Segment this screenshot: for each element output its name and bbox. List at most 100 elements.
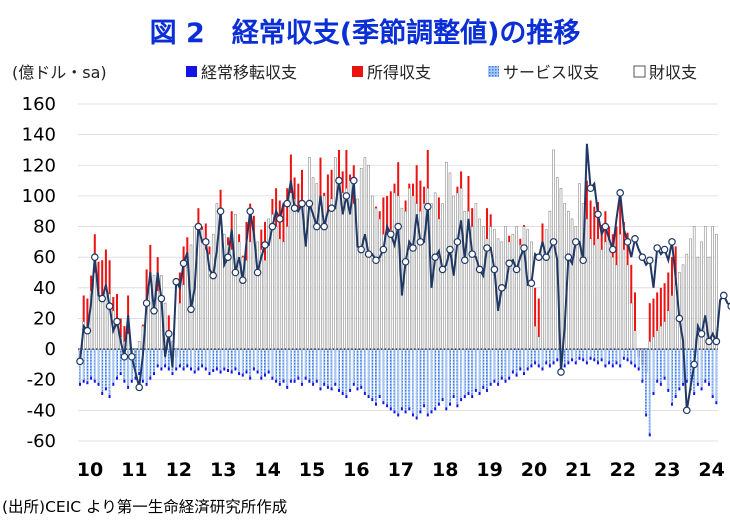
income-balance-bar [260, 229, 263, 250]
transfer-balance-bar [171, 372, 174, 376]
transfer-balance-bar [526, 367, 529, 371]
services-balance-bar [508, 349, 511, 377]
services-balance-bar [315, 349, 318, 380]
transfer-balance-bar [408, 407, 411, 411]
services-balance-bar [667, 349, 670, 389]
income-balance-bar [282, 203, 285, 242]
services-balance-bar [345, 349, 348, 396]
current-account-point [113, 317, 121, 326]
transfer-balance-bar [522, 372, 525, 376]
services-balance-bar [582, 349, 585, 359]
current-account-point [135, 383, 143, 392]
transfer-balance-bar [423, 404, 426, 408]
income-balance-bar [389, 191, 392, 230]
transfer-balance-bar [519, 367, 522, 371]
goods-balance-bar [652, 336, 655, 350]
services-balance-bar [267, 349, 270, 371]
transfer-balance-bar [567, 361, 570, 365]
services-balance-bar [497, 349, 500, 383]
services-balance-bar [633, 349, 636, 365]
current-account-point [357, 245, 365, 254]
transfer-balance-bar [123, 379, 126, 383]
services-balance-bar [522, 349, 525, 373]
goods-balance-bar [692, 226, 696, 350]
y-tick-label: 100 [22, 186, 56, 207]
transfer-balance-bar [482, 385, 485, 389]
current-account-point [142, 299, 151, 307]
services-balance-bar [600, 349, 603, 359]
current-account-point [364, 250, 373, 258]
x-tick-label: 11 [121, 459, 147, 481]
current-account-point [298, 199, 306, 208]
transfer-balance-bar [378, 395, 381, 399]
goods-balance-bar [248, 241, 252, 350]
x-tick-label: 12 [166, 459, 192, 481]
income-balance-bar [112, 297, 115, 311]
transfer-balance-bar [434, 407, 437, 411]
transfer-balance-bar [437, 402, 440, 406]
current-account-point [216, 207, 225, 216]
transfer-balance-bar [656, 379, 659, 383]
current-account-point [660, 245, 669, 254]
services-balance-bar [256, 349, 259, 371]
transfer-balance-bar [530, 364, 533, 368]
services-balance-bar [130, 349, 133, 380]
income-balance-bar [93, 234, 96, 273]
services-balance-bar [308, 349, 311, 380]
services-balance-bar [371, 349, 374, 399]
income-balance-bar [286, 188, 289, 227]
services-balance-bar [489, 349, 492, 383]
services-balance-bar [608, 349, 611, 362]
goods-balance-bar [474, 203, 478, 350]
goods-balance-bar [563, 203, 566, 350]
services-balance-bar [349, 349, 352, 389]
transfer-balance-bar [164, 364, 167, 368]
current-account-point [201, 238, 210, 246]
goods-balance-bar [629, 302, 633, 350]
income-balance-bar [97, 261, 100, 293]
transfer-balance-bar [293, 379, 296, 383]
transfer-balance-bar [382, 401, 385, 405]
current-account-point [446, 245, 454, 254]
services-balance-bar [223, 349, 226, 368]
current-account-point [342, 192, 351, 200]
current-account-point [164, 329, 173, 338]
transfer-balance-bar [633, 364, 636, 368]
income-balance-bar [600, 225, 603, 250]
current-account-point [527, 279, 536, 288]
goods-balance-bar [648, 341, 652, 350]
transfer-balance-bar [201, 364, 204, 368]
transfer-balance-bar [367, 395, 370, 399]
current-account-point [379, 245, 388, 254]
current-account-point [594, 210, 602, 219]
services-balance-bar [574, 349, 577, 362]
current-account-point [290, 204, 299, 212]
transfer-balance-bar [115, 376, 118, 380]
current-account-point [645, 256, 654, 265]
transfer-balance-bar [149, 376, 152, 380]
services-balance-bar [378, 349, 381, 396]
income-balance-bar [326, 174, 329, 212]
services-balance-bar [219, 349, 222, 371]
goods-balance-bar [585, 218, 589, 350]
transfer-balance-bar [574, 361, 577, 365]
goods-balance-bar [407, 187, 411, 350]
income-balance-bar [522, 225, 525, 227]
current-account-point [349, 176, 358, 185]
current-account-point [386, 230, 395, 239]
transfer-balance-bar [663, 376, 666, 380]
income-balance-bar [201, 226, 204, 230]
transfer-balance-bar [571, 358, 574, 362]
services-balance-bar [445, 349, 448, 408]
goods-balance-bar [611, 256, 615, 350]
goods-balance-bar [655, 330, 659, 350]
services-balance-bar [593, 349, 596, 359]
goods-balance-bar [234, 213, 237, 350]
y-tick-label: 0 [45, 339, 56, 360]
transfer-balance-bar [556, 358, 559, 362]
income-balance-bar [397, 162, 400, 196]
services-balance-bar [260, 349, 263, 377]
income-balance-bar [593, 206, 596, 245]
goods-balance-bar [533, 325, 537, 350]
current-account-point [76, 357, 84, 366]
